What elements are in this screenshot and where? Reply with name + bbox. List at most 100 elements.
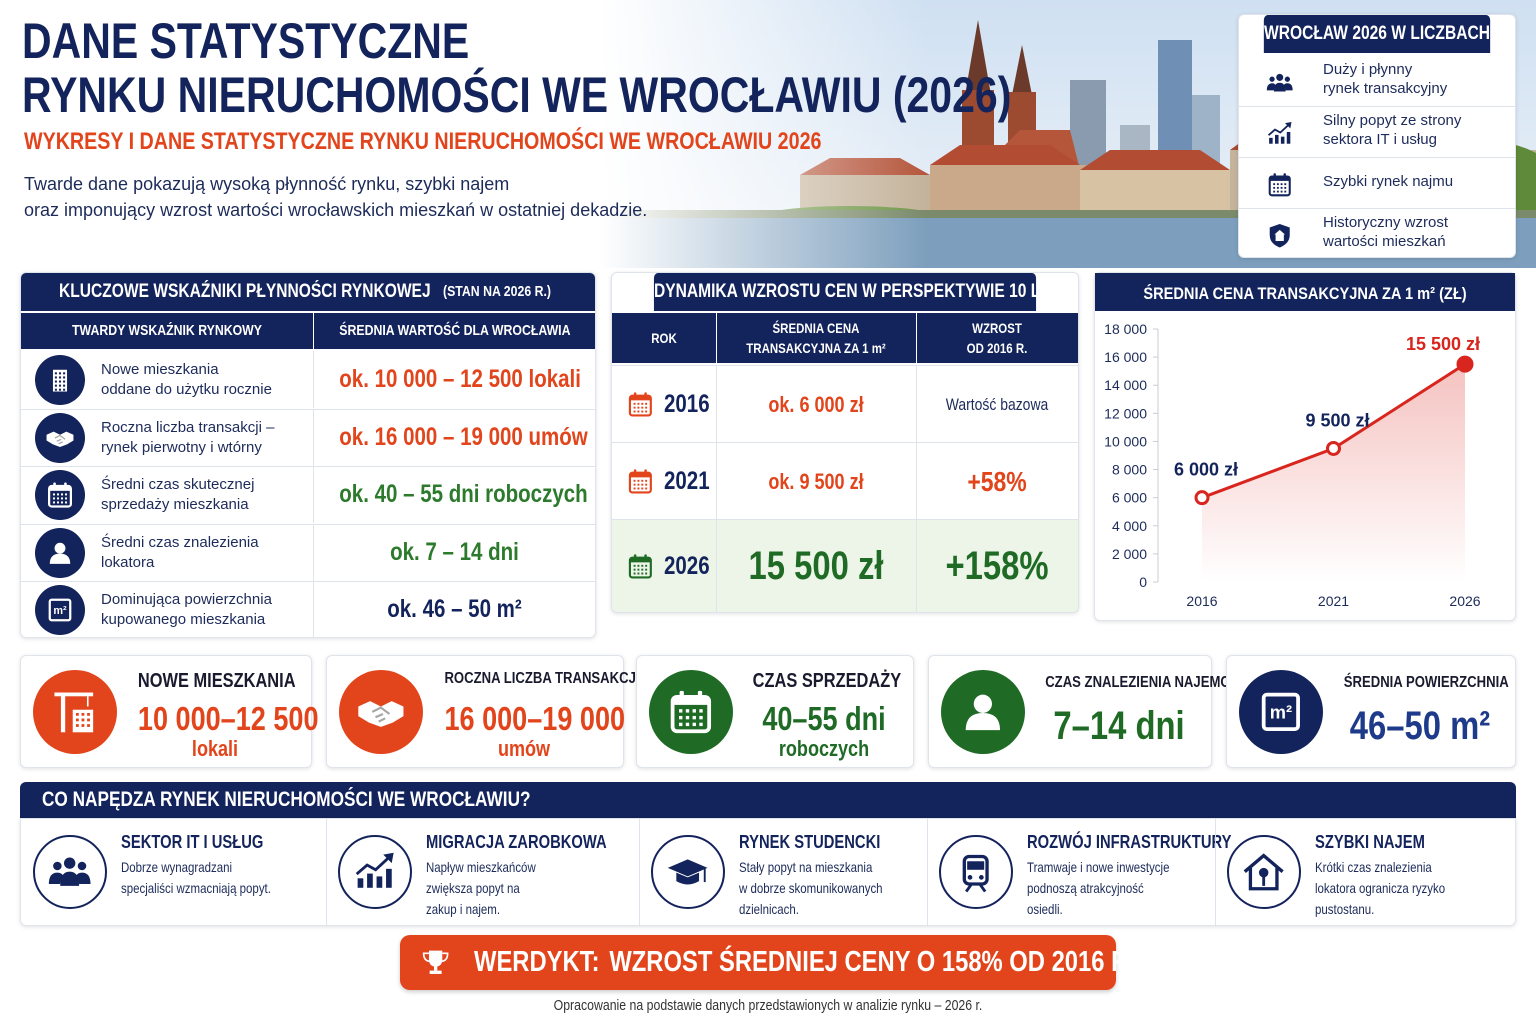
icon-part bbox=[633, 568, 636, 571]
data-label: 15 500 zł bbox=[1406, 334, 1480, 354]
icon-part bbox=[1273, 183, 1276, 186]
row-label: oddane do użytku rocznie bbox=[101, 381, 272, 398]
icon-part bbox=[1269, 138, 1273, 144]
row-label: sprzedaży mieszkania bbox=[101, 496, 249, 513]
icon-part bbox=[358, 701, 404, 728]
icon bbox=[1227, 835, 1301, 909]
icon-part bbox=[1273, 173, 1277, 179]
icon-part bbox=[46, 431, 74, 447]
icon-part bbox=[697, 691, 703, 701]
divider bbox=[21, 408, 595, 410]
icon-glyph bbox=[628, 392, 652, 417]
icon-part bbox=[423, 952, 449, 963]
icon-part bbox=[367, 873, 374, 889]
icon-part bbox=[637, 410, 640, 413]
icon-part bbox=[1284, 187, 1287, 190]
icon bbox=[1257, 60, 1303, 106]
driver-text: Dobrze wynagradzani bbox=[121, 859, 233, 875]
row-value: ok. 10 000 – 12 500 lokali bbox=[339, 365, 581, 393]
icon-part bbox=[1283, 83, 1293, 91]
icon bbox=[651, 835, 725, 909]
icon-glyph bbox=[965, 694, 1001, 731]
icon-part bbox=[53, 482, 56, 489]
icon bbox=[1257, 213, 1303, 259]
y-tick-label: 6 000 bbox=[1112, 490, 1147, 506]
icon-part bbox=[386, 869, 393, 889]
title: RYNKU NIERUCHOMOŚCI WE WROCŁAWIU (2026) bbox=[22, 67, 1012, 123]
icon-part bbox=[60, 871, 80, 887]
icon-part bbox=[1283, 173, 1287, 179]
icon-part bbox=[640, 564, 643, 567]
icon-part bbox=[63, 384, 66, 387]
data-point bbox=[1194, 490, 1210, 506]
divider bbox=[313, 313, 314, 349]
y-tick-label: 14 000 bbox=[1104, 377, 1147, 393]
icon-part bbox=[429, 951, 443, 967]
column-header: ROK ŚREDNIA CENA TRANSAKCYJNA ZA 1 m² WZROS… bbox=[612, 313, 1078, 363]
icon-part bbox=[54, 372, 57, 375]
icon-part bbox=[979, 875, 985, 881]
icon-part bbox=[76, 872, 91, 885]
icon-part bbox=[58, 376, 62, 379]
icon-part bbox=[1284, 76, 1291, 83]
icon-part bbox=[61, 692, 66, 733]
price: ok. 6 000 zł bbox=[768, 392, 864, 417]
icon-part bbox=[63, 376, 66, 379]
icon-part bbox=[685, 709, 690, 713]
y-tick-label: 10 000 bbox=[1104, 433, 1147, 449]
icon-part bbox=[1285, 122, 1292, 129]
row-value: ok. 16 000 – 19 000 umów bbox=[339, 422, 588, 451]
icon-part bbox=[1287, 132, 1291, 144]
price: 15 500 zł bbox=[748, 544, 884, 588]
year: 2021 bbox=[664, 467, 710, 495]
kpi-card: NOWE MIESZKANIA 10 000–12 500 lokali bbox=[20, 655, 319, 768]
kpi-card: m² ŚREDNIA POWIERZCHNIA 46–50 m² bbox=[1226, 655, 1516, 768]
kpi-unit: lokali bbox=[191, 736, 239, 761]
icon-part bbox=[76, 713, 79, 716]
driver-text: dzielnicach. bbox=[739, 901, 799, 917]
icon: m² bbox=[1239, 670, 1323, 754]
kpi-title: NOWE MIESZKANIA bbox=[137, 670, 296, 692]
icon-part bbox=[962, 855, 990, 886]
icon-part bbox=[1281, 136, 1285, 144]
growth: Wartość bazowa bbox=[945, 395, 1049, 414]
data-point bbox=[1326, 440, 1341, 456]
icon-glyph bbox=[423, 951, 449, 975]
icon-part bbox=[64, 482, 67, 489]
growth: +58% bbox=[967, 466, 1027, 497]
icon-part bbox=[64, 857, 76, 870]
icon-glyph: m² bbox=[48, 598, 72, 622]
divider bbox=[313, 351, 314, 408]
row-label: Dominująca powierzchnia bbox=[101, 591, 272, 608]
driver-text: zwiększa popyt na bbox=[426, 880, 520, 896]
panel-header: KLUCZOWE WSKAŹNIKI PŁYNNOŚCI RYNKOWEJ (ST… bbox=[21, 273, 595, 311]
icon-part bbox=[1276, 74, 1284, 82]
chart-title: ŚREDNIA CENA TRANSAKCYJNA ZA 1 m² (ZŁ) bbox=[1143, 283, 1466, 303]
table-row: 2026 15 500 zł +158% bbox=[612, 519, 1078, 613]
icon-part bbox=[56, 497, 59, 500]
kpi-value: 7–14 dni bbox=[1053, 704, 1185, 748]
icon-part bbox=[679, 709, 683, 713]
icon-part bbox=[633, 483, 636, 486]
x-tick-label: 2026 bbox=[1449, 593, 1480, 609]
data-label: 9 500 zł bbox=[1305, 410, 1369, 430]
y-tick-label: 18 000 bbox=[1104, 321, 1147, 337]
kpi-card: CZAS ZNALEZIENIA NAJEMCY 7–14 dni bbox=[928, 655, 1239, 768]
icon-part bbox=[1280, 183, 1283, 186]
icon-part bbox=[679, 722, 683, 727]
icon bbox=[616, 458, 664, 506]
area-fill bbox=[1202, 364, 1465, 582]
row-label: kupowanego mieszkania bbox=[101, 611, 266, 628]
icon-part bbox=[383, 853, 394, 864]
footer-note: Opracowanie na podstawie danych przedsta… bbox=[553, 997, 983, 1014]
icon-part bbox=[78, 862, 87, 871]
icon-part bbox=[692, 716, 697, 720]
sidebar: WROCŁAW 2026 W LICZBACH Duży i płynny ryne… bbox=[1238, 14, 1516, 258]
divider bbox=[716, 443, 717, 520]
divider bbox=[639, 819, 640, 925]
icon-part bbox=[1280, 187, 1283, 190]
icon-part bbox=[56, 501, 59, 504]
icon-glyph: m² bbox=[1261, 692, 1301, 732]
icon-part bbox=[76, 718, 79, 722]
